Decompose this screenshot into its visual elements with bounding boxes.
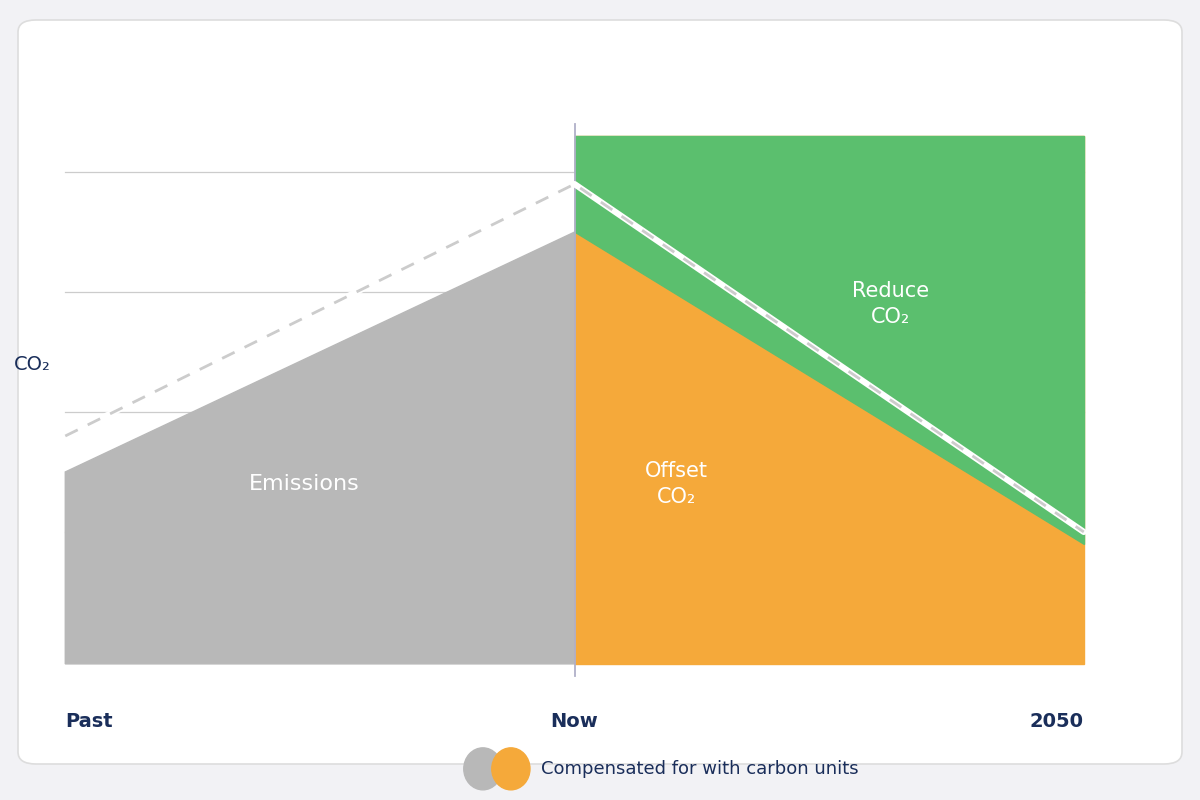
Text: Past: Past xyxy=(65,712,113,731)
Text: Offset
CO₂: Offset CO₂ xyxy=(644,461,708,507)
Text: Now: Now xyxy=(551,712,599,731)
Ellipse shape xyxy=(463,748,502,790)
Text: Reduce
CO₂: Reduce CO₂ xyxy=(852,281,929,327)
Text: Emissions: Emissions xyxy=(250,474,360,494)
Polygon shape xyxy=(575,136,1084,544)
Text: Compensated for with carbon units: Compensated for with carbon units xyxy=(541,760,859,778)
Ellipse shape xyxy=(492,748,530,790)
Text: CO₂: CO₂ xyxy=(14,354,52,374)
Polygon shape xyxy=(575,136,1084,664)
Text: 2050: 2050 xyxy=(1030,712,1084,731)
Polygon shape xyxy=(65,232,575,664)
